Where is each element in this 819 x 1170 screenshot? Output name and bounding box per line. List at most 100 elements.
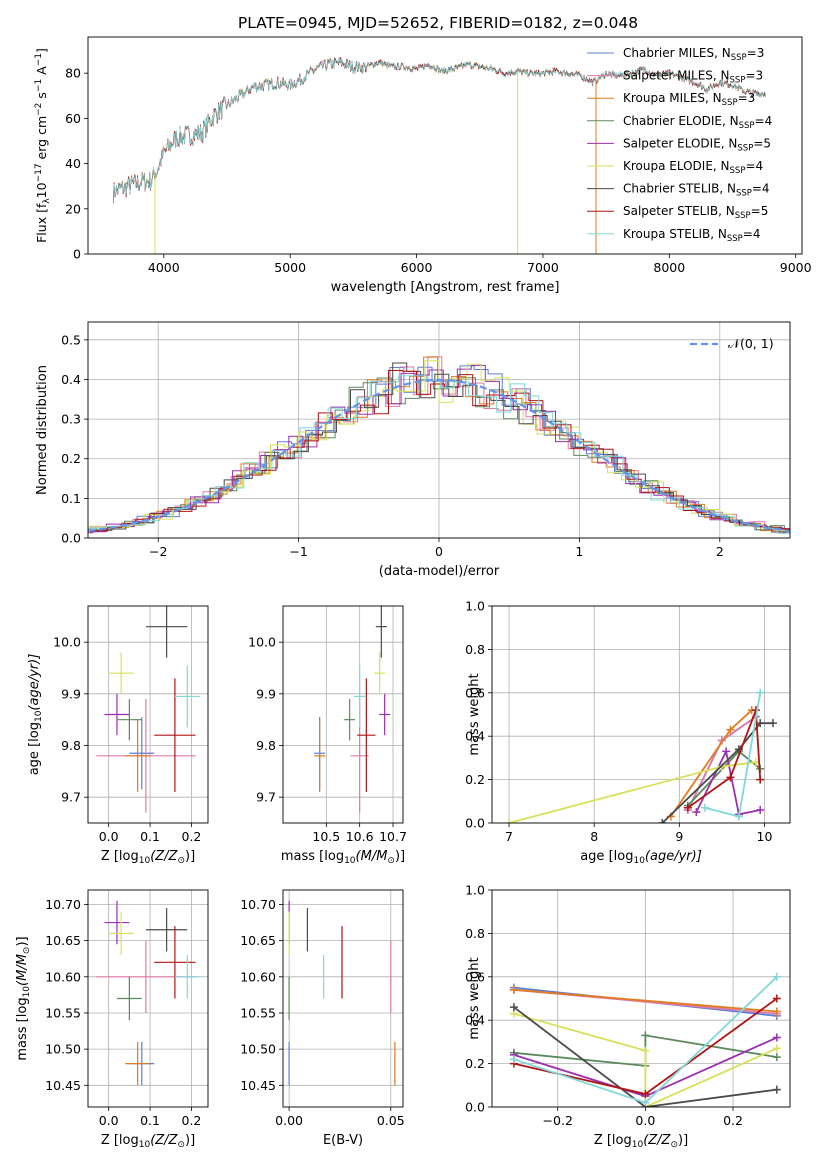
weight-marker-chabrier_stelib: [768, 719, 777, 728]
y-tick-label: 10.65: [240, 933, 276, 948]
x-tick-label: 0.00: [275, 1113, 303, 1128]
legend-entry: Salpeter ELODIE, NSSP=5: [623, 136, 771, 153]
x-tick-label: 0.0: [635, 1113, 655, 1128]
x-tick-label: −0.2: [543, 1113, 573, 1128]
weight-marker-kroupa_miles: [509, 985, 518, 994]
y-axis-label: age [log10(age/yr)]: [27, 654, 44, 776]
weight-marker-chabrier_elodie: [772, 1053, 781, 1062]
x-axis-label: mass [log10(M/M⊙)]: [281, 849, 405, 866]
x-axis-label: Z [log10(Z/Z⊙)]: [594, 1133, 688, 1150]
histogram-salpeter_stelib: [88, 370, 790, 533]
histogram-chabrier_stelib: [88, 362, 790, 533]
weight-marker-kroupa_elodie: [641, 1046, 650, 1055]
weight-marker-chabrier_stelib: [658, 819, 667, 823]
y-tick-label: 10.0: [248, 635, 276, 650]
x-axis-label: age [log10(age/yr)]: [580, 849, 702, 866]
weight-line-kroupa_elodie: [508, 761, 757, 823]
legend-entry: Chabrier STELIB, NSSP=4: [623, 182, 770, 199]
x-axis-label: Z [log10(Z/Z⊙)]: [101, 849, 195, 866]
spectrum-plot-area: [113, 56, 766, 254]
x-tick-label: 0.0: [99, 829, 119, 844]
legend-entry: Kroupa STELIB, NSSP=4: [623, 227, 761, 244]
y-tick-label: 0.6: [465, 685, 485, 700]
y-tick-label: 60: [65, 111, 81, 126]
weight_vs_age-plot-area: [505, 688, 777, 823]
x-tick-label: 0: [435, 544, 443, 559]
legend-entry: Kroupa ELODIE, NSSP=4: [623, 159, 763, 176]
weight-marker-kroupa_stelib: [734, 812, 743, 821]
weight-marker-kroupa_miles: [772, 1007, 781, 1016]
residuals-panel: −2 −1 0 1 2 0.0 0.1 0.2 0.3 0.4 0.5 (data-model)/er…: [35, 321, 791, 579]
x-tick-label: 0.2: [182, 1113, 202, 1128]
weight-marker-salpeter_stelib: [756, 775, 765, 784]
weight-marker-salpeter_elodie: [722, 747, 731, 756]
mass_vs_Z-plot-area: [96, 900, 200, 1086]
x-tick-label: −2: [149, 544, 167, 559]
y-tick-label: 10.65: [45, 933, 81, 948]
x-tick-label: 5000: [274, 260, 306, 275]
y-tick-label: 0.4: [465, 729, 485, 744]
age_vs_mass-panel: 10.5 10.6 10.7 9.7 9.8 9.9 10.0 mass [log10(M/M…: [248, 605, 407, 866]
x-tick-label: 0.05: [377, 1113, 405, 1128]
y-tick-label: 1.0: [465, 883, 485, 898]
x-tick-label: 0.1: [140, 829, 160, 844]
y-axis-label: Flux [fλ10−17 erg cm−2 s−1 A−1]: [34, 48, 52, 243]
x-tick-label: 10.6: [346, 829, 374, 844]
y-tick-label: 0.2: [465, 1056, 485, 1071]
weight-marker-chabrier_stelib: [509, 1003, 518, 1012]
y-tick-label: 0.6: [465, 969, 485, 984]
y-tick-label: 10.55: [240, 1005, 276, 1020]
y-tick-label: 0.4: [61, 372, 81, 387]
x-tick-label: 0.0: [99, 1113, 119, 1128]
axes-frame: [282, 605, 404, 824]
x-tick-label: −1: [289, 544, 307, 559]
x-tick-label: 7: [505, 829, 513, 844]
y-tick-label: 10.55: [45, 1005, 81, 1020]
axes-frame: [282, 889, 404, 1108]
y-axis-label: mass weight: [467, 673, 482, 755]
x-tick-label: 7000: [527, 260, 559, 275]
weight-marker-kroupa_elodie: [772, 1044, 781, 1053]
legend-entry: 𝒩(0, 1): [728, 336, 774, 351]
mass_vs_ebv-plot-area: [288, 900, 396, 1086]
weight-marker-salpeter_stelib: [772, 994, 781, 1003]
axes-frame: [87, 889, 209, 1108]
weight_vs_Z-plot-area: [509, 972, 781, 1107]
y-tick-label: 0.0: [465, 1100, 485, 1115]
figure-title: PLATE=0945, MJD=52652, FIBERID=0182, z=0…: [238, 14, 638, 32]
y-tick-label: 10.70: [45, 897, 81, 912]
y-tick-label: 0.5: [61, 332, 81, 347]
y-tick-label: 0.0: [61, 531, 81, 546]
x-tick-label: 10.5: [312, 829, 340, 844]
legend-entry: Chabrier MILES, NSSP=3: [623, 46, 764, 63]
weight-marker-chabrier_elodie: [641, 1031, 650, 1040]
legend-entry: Chabrier ELODIE, NSSP=4: [623, 114, 772, 131]
y-tick-label: 0: [73, 247, 81, 262]
weight-line-kroupa_elodie: [513, 1012, 778, 1107]
weight-marker-kroupa_stelib: [641, 1098, 650, 1107]
weight-line-salpeter_elodie: [695, 748, 761, 816]
x-tick-label: 8000: [653, 260, 685, 275]
weight-marker-kroupa_stelib: [509, 1055, 518, 1064]
x-tick-label: 9: [675, 829, 683, 844]
x-tick-label: 10: [757, 829, 773, 844]
x-axis-label: Z [log10(Z/Z⊙)]: [101, 1133, 195, 1150]
age_vs_Z-plot-area: [96, 606, 200, 813]
mass_vs_ebv-panel: 0.00 0.05 10.45 10.50 10.55 10.60 10.65 10.70 E(…: [240, 889, 405, 1148]
y-tick-label: 9.7: [256, 790, 276, 805]
x-tick-label: 0.2: [182, 829, 202, 844]
mass_vs_Z-panel: 0.0 0.1 0.2 10.45 10.50 10.55 10.60 10.65 10.70 Z…: [15, 889, 209, 1150]
y-tick-label: 10.45: [45, 1078, 81, 1093]
y-axis-label: Normed distribution: [35, 365, 50, 495]
y-tick-label: 10.60: [45, 969, 81, 984]
x-tick-label: 4000: [148, 260, 180, 275]
x-tick-label: 2: [716, 544, 724, 559]
y-tick-label: 10.70: [240, 897, 276, 912]
y-tick-label: 0.8: [465, 926, 485, 941]
y-tick-label: 0.4: [465, 1013, 485, 1028]
y-axis-label: mass weight: [467, 957, 482, 1039]
legend-entry: Kroupa MILES, NSSP=3: [623, 91, 755, 108]
y-tick-label: 0.8: [465, 642, 485, 657]
y-tick-label: 20: [65, 201, 81, 216]
